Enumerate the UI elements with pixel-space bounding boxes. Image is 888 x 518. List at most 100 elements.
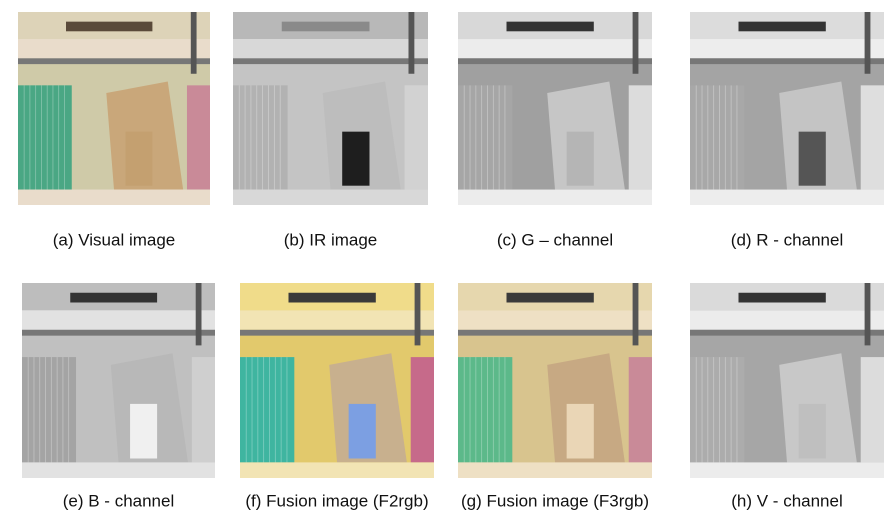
warm-spot xyxy=(567,404,594,459)
book-spine xyxy=(256,85,257,189)
right-books xyxy=(861,357,884,462)
book-spine xyxy=(30,85,31,189)
book-spine xyxy=(245,85,246,189)
right-books xyxy=(192,357,215,462)
warm-spot xyxy=(342,132,369,186)
book-spine xyxy=(475,85,476,189)
panel-image xyxy=(18,12,210,205)
book-spine xyxy=(481,357,482,462)
book-spine xyxy=(493,357,494,462)
book-spine xyxy=(257,357,258,462)
book-spine xyxy=(737,85,738,189)
book-spine xyxy=(51,357,52,462)
top-shelf xyxy=(690,310,884,330)
book-spine xyxy=(713,85,714,189)
book-spine xyxy=(57,357,58,462)
book-spine xyxy=(34,357,35,462)
bottom-shelf xyxy=(18,190,210,205)
shelf-shadow xyxy=(22,330,215,336)
book-spine xyxy=(731,85,732,189)
shelf-shadow xyxy=(18,58,210,64)
left-books xyxy=(690,357,744,462)
folder xyxy=(66,22,152,32)
panel-image xyxy=(458,12,652,205)
book-spine xyxy=(64,85,65,189)
panel-image xyxy=(22,283,215,478)
bracket xyxy=(633,12,639,74)
left-books xyxy=(458,85,512,189)
bottom-shelf xyxy=(458,462,652,478)
shelf-shadow xyxy=(690,330,884,336)
book-spine xyxy=(470,357,471,462)
bottom-shelf xyxy=(22,462,215,478)
left-books xyxy=(690,85,744,189)
right-books xyxy=(187,85,210,189)
bracket xyxy=(191,12,197,74)
book-spine xyxy=(35,85,36,189)
book-spine xyxy=(487,357,488,462)
book-spine xyxy=(731,357,732,462)
left-books xyxy=(233,85,288,189)
folder xyxy=(289,293,376,303)
top-shelf xyxy=(18,39,210,58)
left-books xyxy=(18,85,72,189)
folder xyxy=(507,293,594,303)
figure: (a) Visual image(b) IR image(c) G – chan… xyxy=(0,0,888,518)
book-spine xyxy=(281,357,282,462)
folder xyxy=(507,22,594,32)
book-spine xyxy=(39,357,40,462)
panel-image xyxy=(233,12,428,205)
book-spine xyxy=(487,85,488,189)
bracket xyxy=(633,283,639,345)
book-spine xyxy=(53,85,54,189)
caption: (d) R - channel xyxy=(731,230,843,249)
warm-spot xyxy=(567,132,594,186)
right-books xyxy=(861,85,884,189)
warm-spot xyxy=(349,404,376,459)
book-spine xyxy=(287,357,288,462)
top-shelf xyxy=(233,39,428,58)
bracket xyxy=(865,283,871,345)
book-spine xyxy=(702,357,703,462)
shelf-shadow xyxy=(233,58,428,64)
caption: (c) G – channel xyxy=(497,230,613,249)
right-books xyxy=(629,85,652,189)
book-spine xyxy=(475,357,476,462)
bottom-shelf xyxy=(690,462,884,478)
warm-spot xyxy=(799,404,826,459)
book-spine xyxy=(725,357,726,462)
bracket xyxy=(865,12,871,74)
book-spine xyxy=(262,85,263,189)
bracket xyxy=(409,12,415,74)
book-spine xyxy=(719,357,720,462)
bracket xyxy=(196,283,202,345)
book-spine xyxy=(263,357,264,462)
shelf-shadow xyxy=(458,330,652,336)
top-shelf xyxy=(458,39,652,58)
panel-image xyxy=(240,283,434,478)
book-spine xyxy=(702,85,703,189)
book-spine xyxy=(696,85,697,189)
book-spine xyxy=(268,85,269,189)
book-spine xyxy=(41,85,42,189)
book-spine xyxy=(251,85,252,189)
shelf-shadow xyxy=(458,58,652,64)
panel-image xyxy=(690,12,884,205)
book-spine xyxy=(68,357,69,462)
folder xyxy=(739,293,826,303)
bottom-shelf xyxy=(690,190,884,205)
book-spine xyxy=(252,357,253,462)
top-shelf xyxy=(240,310,434,330)
book-spine xyxy=(713,357,714,462)
book-spine xyxy=(63,357,64,462)
book-spine xyxy=(239,85,240,189)
book-spine xyxy=(725,85,726,189)
book-spine xyxy=(28,357,29,462)
book-spine xyxy=(499,357,500,462)
caption: (h) V - channel xyxy=(731,491,843,510)
panel-image xyxy=(458,283,652,478)
book-spine xyxy=(499,85,500,189)
book-spine xyxy=(464,85,465,189)
folder xyxy=(739,22,826,32)
folder xyxy=(70,293,157,303)
